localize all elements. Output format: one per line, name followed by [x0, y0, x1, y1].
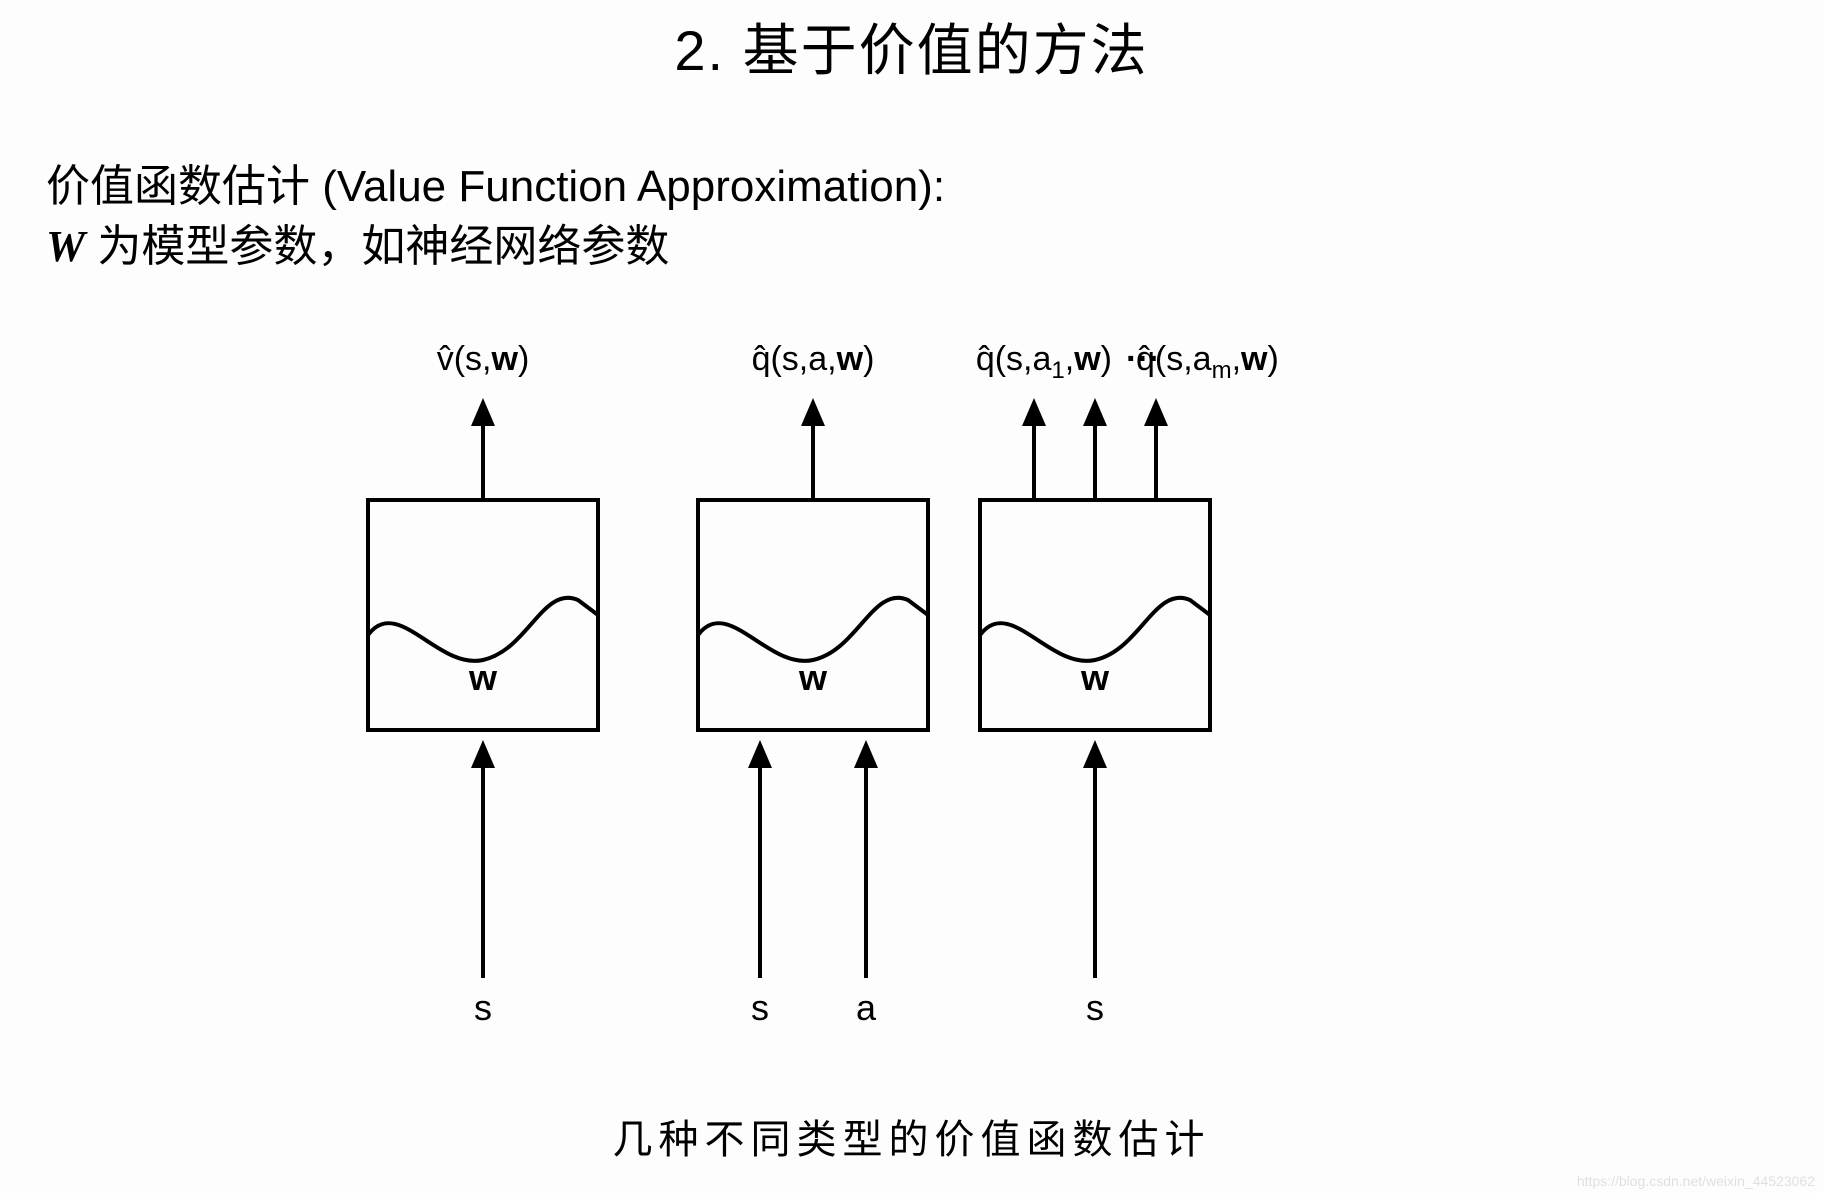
output-ellipsis: ···	[1126, 340, 1160, 378]
input-label: a	[856, 987, 877, 1028]
box-label-w: w	[468, 657, 498, 698]
box-label-w: w	[1080, 657, 1110, 698]
output-label: q̂(s,a,w)	[752, 340, 875, 378]
slide-page: 2. 基于价值的方法 价值函数估计 (Value Function Approx…	[0, 0, 1823, 1193]
box-label-w: w	[798, 657, 828, 698]
diagram-caption: 几种不同类型的价值函数估计	[0, 1107, 1823, 1165]
watermark: https://blog.csdn.net/weixin_44523062	[1577, 1173, 1815, 1189]
function-curve	[698, 598, 928, 661]
input-label: s	[1086, 987, 1104, 1028]
function-curve	[980, 598, 1210, 661]
output-label: q̂(s,a1,w)	[976, 340, 1112, 384]
output-label: v̂(s,w)	[437, 340, 530, 378]
input-label: s	[474, 987, 492, 1028]
function-curve	[368, 598, 598, 661]
input-label: s	[751, 987, 769, 1028]
value-function-diagram: wv̂(s,w)swq̂(s,a,w)sawq̂(s,a1,w)q̂(s,am,…	[0, 0, 1823, 1193]
